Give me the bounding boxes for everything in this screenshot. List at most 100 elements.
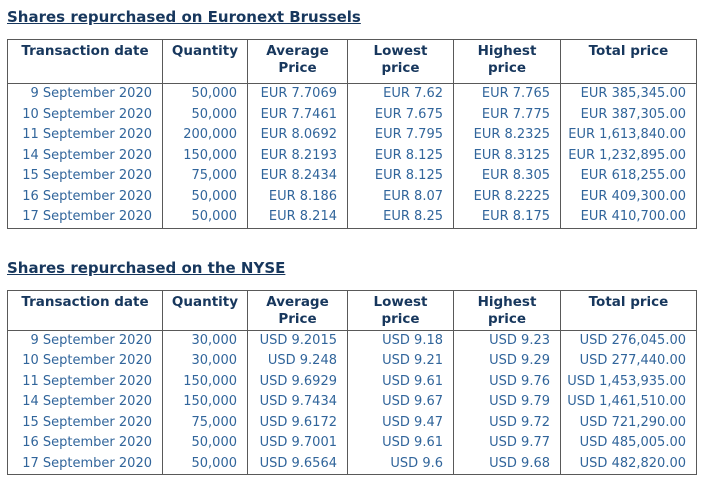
cell-highest-price: USD 9.68 bbox=[453, 453, 561, 475]
column-header-lowest-price: Lowest price bbox=[347, 289, 454, 331]
cell-transaction-date: 14 September 2020 bbox=[7, 392, 163, 413]
column-header-label: Quantity bbox=[171, 43, 239, 59]
cell-total-price: USD 1,461,510.00 bbox=[560, 392, 697, 413]
table-row: 15 September 2020 75,000 USD 9.6172 USD 9.4… bbox=[7, 412, 697, 433]
nyse-section: Shares repurchased on the NYSE Transacti… bbox=[7, 258, 702, 475]
column-header-average-price: Average Price bbox=[247, 289, 348, 331]
cell-highest-price: EUR 8.175 bbox=[453, 207, 561, 228]
column-header-label: Average Price bbox=[266, 293, 329, 327]
column-header-highest-price: Highest price bbox=[453, 289, 561, 331]
section-title-nyse: Shares repurchased on the NYSE bbox=[7, 258, 286, 277]
table-row: 17 September 2020 50,000 EUR 8.214 EUR 8.25… bbox=[7, 207, 697, 228]
cell-total-price: USD 485,005.00 bbox=[560, 433, 697, 454]
cell-quantity: 75,000 bbox=[162, 412, 248, 433]
cell-highest-price: USD 9.77 bbox=[453, 433, 561, 454]
column-header-label: Transaction date bbox=[21, 293, 149, 310]
cell-average-price: USD 9.2015 bbox=[247, 330, 348, 351]
cell-average-price: USD 9.6172 bbox=[247, 412, 348, 433]
cell-quantity: 200,000 bbox=[162, 125, 248, 146]
cell-quantity: 30,000 bbox=[162, 351, 248, 372]
cell-lowest-price: USD 9.18 bbox=[347, 330, 454, 351]
cell-transaction-date: 15 September 2020 bbox=[7, 166, 163, 187]
cell-quantity: 75,000 bbox=[162, 166, 248, 187]
cell-transaction-date: 17 September 2020 bbox=[7, 207, 163, 228]
table-row: 16 September 2020 50,000 EUR 8.186 EUR 8.07… bbox=[7, 186, 697, 207]
table-row: 14 September 2020 150,000 EUR 8.2193 EUR 8.… bbox=[7, 145, 697, 166]
cell-transaction-date: 10 September 2020 bbox=[7, 104, 163, 125]
cell-average-price: EUR 8.2434 bbox=[247, 166, 348, 187]
cell-highest-price: EUR 8.305 bbox=[453, 166, 561, 187]
cell-quantity: 150,000 bbox=[162, 145, 248, 166]
cell-average-price: EUR 8.0692 bbox=[247, 125, 348, 146]
cell-average-price: USD 9.6564 bbox=[247, 453, 348, 475]
column-header-label: Average Price bbox=[266, 43, 329, 76]
column-header-label: Transaction date bbox=[21, 43, 149, 59]
nyse-table: Transaction date Quantity Average Price Low… bbox=[7, 289, 697, 475]
cell-total-price: EUR 1,613,840.00 bbox=[560, 125, 697, 146]
column-header-label: Lowest price bbox=[373, 43, 428, 76]
cell-average-price: EUR 7.7461 bbox=[247, 104, 348, 125]
cell-transaction-date: 15 September 2020 bbox=[7, 412, 163, 433]
cell-lowest-price: USD 9.61 bbox=[347, 371, 454, 392]
cell-total-price: USD 482,820.00 bbox=[560, 453, 697, 475]
cell-highest-price: EUR 8.2325 bbox=[453, 125, 561, 146]
cell-average-price: USD 9.6929 bbox=[247, 371, 348, 392]
cell-transaction-date: 11 September 2020 bbox=[7, 125, 163, 146]
cell-total-price: EUR 1,232,895.00 bbox=[560, 145, 697, 166]
cell-transaction-date: 16 September 2020 bbox=[7, 186, 163, 207]
cell-transaction-date: 9 September 2020 bbox=[7, 330, 163, 351]
cell-lowest-price: USD 9.61 bbox=[347, 433, 454, 454]
cell-lowest-price: EUR 8.25 bbox=[347, 207, 454, 228]
column-header-lowest-price: Lowest price bbox=[347, 39, 454, 84]
cell-total-price: USD 1,453,935.00 bbox=[560, 371, 697, 392]
cell-average-price: USD 9.7434 bbox=[247, 392, 348, 413]
cell-lowest-price: EUR 7.675 bbox=[347, 104, 454, 125]
cell-lowest-price: USD 9.6 bbox=[347, 453, 454, 475]
cell-quantity: 50,000 bbox=[162, 83, 248, 105]
cell-transaction-date: 9 September 2020 bbox=[7, 83, 163, 105]
cell-highest-price: EUR 8.2225 bbox=[453, 186, 561, 207]
cell-average-price: EUR 8.214 bbox=[247, 207, 348, 228]
cell-quantity: 50,000 bbox=[162, 453, 248, 475]
cell-quantity: 50,000 bbox=[162, 104, 248, 125]
cell-lowest-price: EUR 8.125 bbox=[347, 166, 454, 187]
cell-average-price: USD 9.7001 bbox=[247, 433, 348, 454]
cell-quantity: 50,000 bbox=[162, 186, 248, 207]
cell-lowest-price: USD 9.47 bbox=[347, 412, 454, 433]
cell-lowest-price: USD 9.67 bbox=[347, 392, 454, 413]
column-header-transaction-date: Transaction date bbox=[7, 39, 163, 84]
column-header-average-price: Average Price bbox=[247, 39, 348, 84]
column-header-total-price: Total price bbox=[560, 289, 697, 331]
cell-total-price: USD 721,290.00 bbox=[560, 412, 697, 433]
column-header-label: Total price bbox=[588, 43, 669, 59]
table-row: 15 September 2020 75,000 EUR 8.2434 EUR 8.1… bbox=[7, 166, 697, 187]
euronext-brussels-table: Transaction date Quantity Average Price Low… bbox=[7, 39, 697, 229]
cell-quantity: 150,000 bbox=[162, 392, 248, 413]
table-row: 9 September 2020 50,000 EUR 7.7069 EUR 7.62… bbox=[7, 83, 697, 105]
cell-highest-price: EUR 7.765 bbox=[453, 83, 561, 105]
table-row: 11 September 2020 150,000 USD 9.6929 USD 9.… bbox=[7, 371, 697, 392]
table-row: 9 September 2020 30,000 USD 9.2015 USD 9.18… bbox=[7, 330, 697, 351]
cell-total-price: EUR 387,305.00 bbox=[560, 104, 697, 125]
cell-highest-price: USD 9.72 bbox=[453, 412, 561, 433]
cell-total-price: EUR 618,255.00 bbox=[560, 166, 697, 187]
table-row: 10 September 2020 50,000 EUR 7.7461 EUR 7.6… bbox=[7, 104, 697, 125]
column-header-highest-price: Highest price bbox=[453, 39, 561, 84]
column-header-quantity: Quantity bbox=[162, 39, 248, 84]
column-header-label: Highest price bbox=[477, 43, 537, 76]
column-header-label: Total price bbox=[588, 293, 669, 310]
section-title-euronext-brussels: Shares repurchased on Euronext Brussels bbox=[7, 8, 361, 26]
cell-transaction-date: 10 September 2020 bbox=[7, 351, 163, 372]
cell-lowest-price: USD 9.21 bbox=[347, 351, 454, 372]
cell-highest-price: EUR 8.3125 bbox=[453, 145, 561, 166]
table-row: 11 September 2020 200,000 EUR 8.0692 EUR 7.… bbox=[7, 125, 697, 146]
cell-highest-price: USD 9.29 bbox=[453, 351, 561, 372]
cell-transaction-date: 16 September 2020 bbox=[7, 433, 163, 454]
cell-transaction-date: 17 September 2020 bbox=[7, 453, 163, 475]
cell-total-price: USD 276,045.00 bbox=[560, 330, 697, 351]
cell-lowest-price: EUR 8.07 bbox=[347, 186, 454, 207]
cell-quantity: 30,000 bbox=[162, 330, 248, 351]
column-header-transaction-date: Transaction date bbox=[7, 289, 163, 331]
cell-quantity: 50,000 bbox=[162, 433, 248, 454]
column-header-quantity: Quantity bbox=[162, 289, 248, 331]
